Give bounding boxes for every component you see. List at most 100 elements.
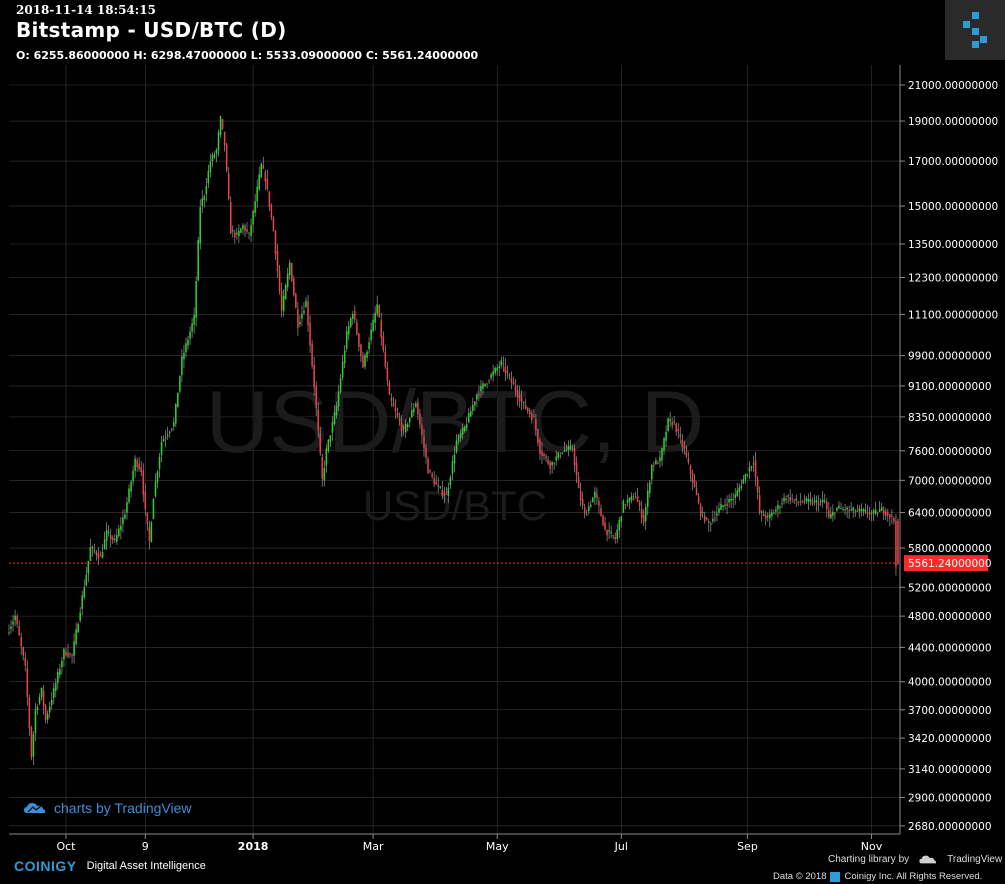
xtick-label: 9	[142, 840, 149, 853]
candle-body	[217, 132, 220, 151]
candle-body	[77, 624, 79, 633]
candle-body	[65, 651, 67, 656]
candle-body	[91, 547, 94, 549]
candle-body	[360, 344, 362, 357]
candle-body	[248, 232, 250, 234]
candle-body	[823, 500, 826, 502]
candle-body	[767, 515, 769, 517]
tradingview-badge[interactable]: charts by TradingView	[24, 800, 191, 816]
candle-body	[164, 437, 167, 439]
candle-body	[24, 658, 27, 666]
candle-body	[736, 490, 739, 497]
candle-body	[618, 519, 621, 531]
candle-body	[128, 488, 130, 503]
candle-body	[693, 480, 696, 487]
candle-body	[569, 445, 572, 450]
candle-body	[830, 513, 832, 519]
candle-body	[496, 367, 498, 371]
candle-body	[675, 423, 678, 432]
candle-body	[46, 714, 49, 720]
candle-body	[655, 460, 657, 465]
candle-body	[219, 116, 222, 135]
candle-body	[240, 228, 242, 233]
copyright-notice: Data © 2018 Coinigy Inc. All Rights Rese…	[773, 871, 982, 882]
candle-body	[669, 419, 671, 422]
candle-body	[26, 668, 29, 698]
candle-body	[223, 131, 226, 146]
candle-body	[494, 367, 496, 374]
candle-body	[260, 163, 263, 178]
candle-body	[537, 429, 539, 443]
candle-body	[760, 511, 763, 513]
ytick-label: 21000.00000000	[908, 80, 998, 92]
candle-body	[844, 509, 846, 511]
candle-body	[488, 380, 490, 382]
candle-body	[598, 500, 600, 506]
ohlc-readout: O: 6255.86000000 H: 6298.47000000 L: 553…	[16, 49, 479, 62]
candle-body	[791, 498, 793, 500]
candle-body	[185, 343, 187, 353]
candle-body	[376, 304, 378, 314]
candle-body	[158, 456, 161, 469]
candle-body	[862, 509, 865, 512]
candle-body	[274, 230, 277, 255]
candle-body	[646, 490, 649, 508]
candle-body	[834, 513, 836, 515]
time-axis: Oct 9 2018 Mar May Jul Sep Nov	[9, 833, 900, 853]
candle-body	[606, 529, 608, 536]
candle-body	[52, 688, 55, 699]
candle-body	[504, 366, 507, 373]
candle-body	[408, 417, 411, 423]
xtick-label: Sep	[737, 840, 758, 853]
candle-body	[14, 615, 16, 621]
candle-body	[415, 403, 417, 408]
candle-body	[321, 456, 324, 479]
candle-body	[891, 515, 893, 517]
candle-body	[801, 501, 804, 503]
candle-body	[742, 479, 745, 484]
candle-body	[634, 497, 637, 499]
candle-body	[327, 439, 330, 451]
candle-body	[642, 514, 645, 523]
candle-body	[577, 476, 580, 489]
candle-body	[333, 412, 336, 425]
candle-body	[303, 310, 305, 313]
ytick-label: 4400.00000000	[908, 642, 992, 654]
charting-library-credit[interactable]: Charting library by TradingView	[828, 854, 1002, 865]
candle-body	[413, 408, 415, 413]
candle-body	[425, 447, 427, 458]
candle-body	[600, 508, 602, 517]
candle-body	[571, 448, 574, 450]
candle-body	[640, 508, 643, 519]
candle-body	[347, 325, 350, 335]
candle-body	[282, 295, 285, 312]
candle-body	[431, 474, 433, 477]
candle-body	[144, 491, 147, 510]
candle-body	[821, 499, 824, 503]
candle-body	[455, 440, 458, 453]
candle-body	[614, 537, 616, 540]
candle-body	[105, 530, 108, 542]
candle-body	[685, 450, 688, 457]
candle-body	[817, 502, 820, 506]
candle-body	[209, 161, 212, 173]
candle-body	[299, 321, 301, 325]
coinigy-logo-icon[interactable]	[945, 0, 1005, 60]
ytick-label: 2900.00000000	[908, 792, 992, 804]
candle-body	[653, 465, 655, 467]
candle-body	[270, 204, 273, 218]
candle-body	[579, 490, 582, 501]
ytick-label: 9100.00000000	[908, 381, 992, 393]
candle-body	[258, 174, 260, 190]
candle-body	[799, 501, 802, 503]
candle-body	[705, 517, 708, 519]
candle-body	[114, 539, 116, 541]
candle-body	[870, 512, 873, 514]
chart-title: Bitstamp - USD/BTC (D)	[16, 18, 287, 42]
candle-body	[793, 499, 795, 501]
candle-body	[81, 595, 84, 609]
candle-body	[136, 460, 138, 468]
candle-body	[264, 171, 267, 182]
candle-body	[777, 504, 779, 510]
